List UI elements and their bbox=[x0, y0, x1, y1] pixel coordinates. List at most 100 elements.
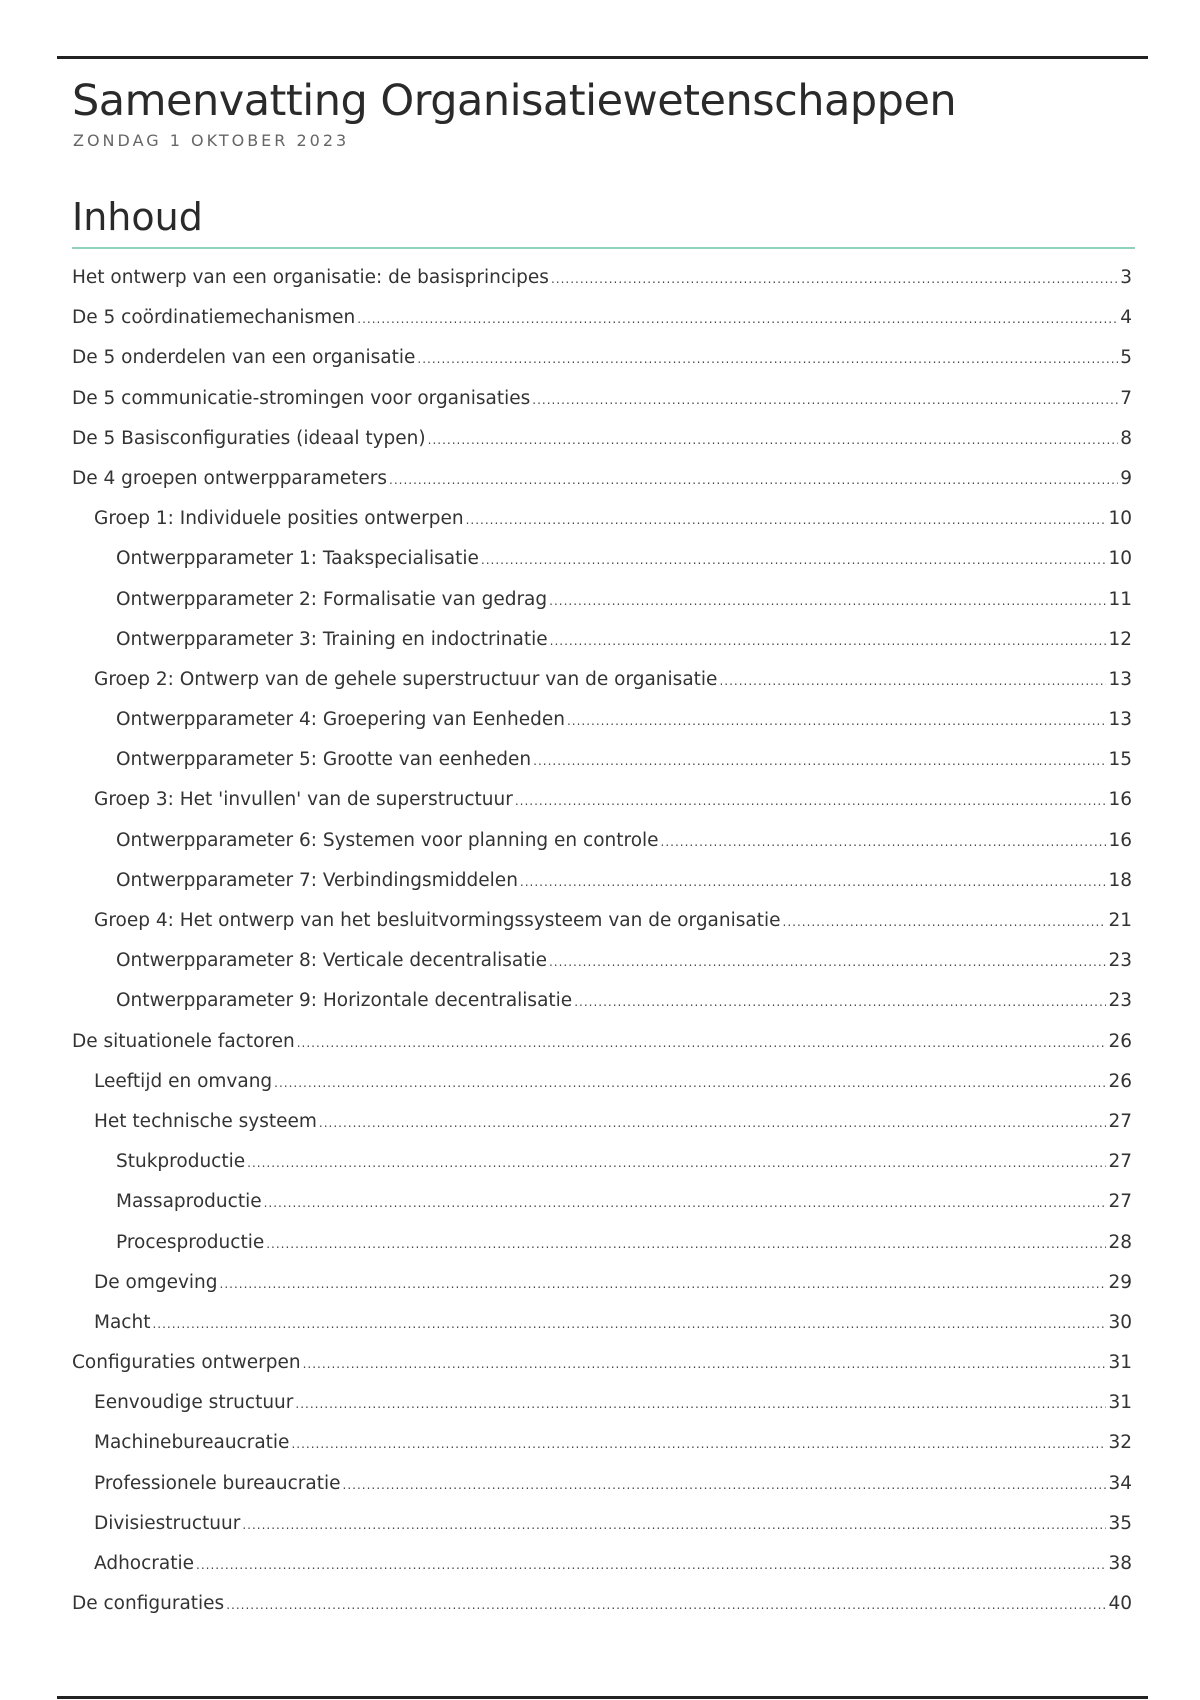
toc-entry-label[interactable]: De 5 coördinatiemechanismen bbox=[72, 307, 356, 329]
toc-entry[interactable]: Eenvoudige structuur 31 bbox=[72, 1383, 1132, 1423]
toc-entry[interactable]: De 5 communicatie-stromingen voor organi… bbox=[72, 379, 1132, 419]
toc-entry[interactable]: Leeftijd en omvang 26 bbox=[72, 1062, 1132, 1102]
toc-entry-page[interactable]: 28 bbox=[1108, 1231, 1132, 1253]
toc-entry-page[interactable]: 9 bbox=[1120, 467, 1132, 489]
toc-entry-page[interactable]: 3 bbox=[1120, 267, 1132, 288]
toc-entry-label[interactable]: Macht bbox=[94, 1311, 151, 1333]
toc-entry-page[interactable]: 15 bbox=[1108, 749, 1132, 771]
toc-entry-label[interactable]: Ontwerpparameter 3: Training en indoctri… bbox=[116, 628, 548, 650]
toc-entry-page[interactable]: 30 bbox=[1108, 1311, 1132, 1333]
toc-entry-label[interactable]: Groep 4: Het ontwerp van het besluitvorm… bbox=[94, 910, 781, 931]
toc-entry-page[interactable]: 8 bbox=[1120, 427, 1132, 449]
toc-entry-label[interactable]: Ontwerpparameter 1: Taakspecialisatie bbox=[116, 548, 479, 570]
toc-entry[interactable]: De configuraties 40 bbox=[72, 1584, 1132, 1624]
toc-entry-label[interactable]: Ontwerpparameter 6: Systemen voor planni… bbox=[116, 829, 659, 851]
toc-entry-label[interactable]: Eenvoudige structuur bbox=[94, 1392, 294, 1414]
toc-entry[interactable]: Configuraties ontwerpen 31 bbox=[72, 1343, 1132, 1383]
toc-entry-label[interactable]: Professionele bureaucratie bbox=[94, 1472, 341, 1494]
toc-entry[interactable]: Het technische systeem 27 bbox=[72, 1102, 1132, 1142]
toc-entry[interactable]: Ontwerpparameter 6: Systemen voor planni… bbox=[72, 821, 1132, 861]
toc-entry-page[interactable]: 38 bbox=[1108, 1553, 1132, 1574]
toc-entry[interactable]: De situationele factoren 26 bbox=[72, 1022, 1132, 1062]
toc-entry-page[interactable]: 4 bbox=[1120, 307, 1132, 329]
toc-entry[interactable]: Massaproductie 27 bbox=[72, 1182, 1132, 1222]
toc-entry[interactable]: De 4 groepen ontwerpparameters 9 bbox=[72, 459, 1132, 499]
toc-entry-page[interactable]: 18 bbox=[1108, 869, 1132, 891]
toc-entry-label[interactable]: Machinebureaucratie bbox=[94, 1432, 290, 1454]
toc-entry[interactable]: Groep 2: Ontwerp van de gehele superstru… bbox=[72, 660, 1132, 700]
toc-entry[interactable]: Het ontwerp van een organisatie: de basi… bbox=[72, 258, 1132, 298]
toc-entry-page[interactable]: 10 bbox=[1108, 548, 1132, 570]
toc-entry[interactable]: Ontwerpparameter 9: Horizontale decentra… bbox=[72, 981, 1132, 1021]
toc-entry-label[interactable]: De 4 groepen ontwerpparameters bbox=[72, 467, 387, 489]
toc-entry[interactable]: Procesproductie 28 bbox=[72, 1223, 1132, 1263]
toc-entry-label[interactable]: Groep 3: Het 'invullen' van de superstru… bbox=[94, 789, 513, 811]
toc-entry-page[interactable]: 13 bbox=[1108, 709, 1132, 731]
toc-entry-page[interactable]: 16 bbox=[1108, 829, 1132, 851]
toc-entry-label[interactable]: Ontwerpparameter 5: Grootte van eenheden bbox=[116, 749, 532, 771]
toc-entry-label[interactable]: Ontwerpparameter 7: Verbindingsmiddelen bbox=[116, 869, 518, 891]
toc-entry-page[interactable]: 40 bbox=[1108, 1593, 1132, 1615]
toc-entry-label[interactable]: Ontwerpparameter 2: Formalisatie van ged… bbox=[116, 588, 548, 610]
toc-entry-label[interactable]: Het technische systeem bbox=[94, 1110, 317, 1132]
toc-entry-page[interactable]: 26 bbox=[1108, 1070, 1132, 1092]
toc-entry[interactable]: De 5 onderdelen van een organisatie 5 bbox=[72, 338, 1132, 378]
toc-entry[interactable]: Groep 4: Het ontwerp van het besluitvorm… bbox=[72, 901, 1132, 941]
toc-entry-page[interactable]: 34 bbox=[1108, 1472, 1132, 1494]
toc-entry-label[interactable]: De omgeving bbox=[94, 1271, 218, 1293]
toc-entry-page[interactable]: 26 bbox=[1108, 1030, 1132, 1052]
toc-entry[interactable]: Ontwerpparameter 1: Taakspecialisatie 10 bbox=[72, 539, 1132, 579]
toc-entry[interactable]: Macht 30 bbox=[72, 1303, 1132, 1343]
toc-entry[interactable]: De omgeving 29 bbox=[72, 1263, 1132, 1303]
toc-entry-page[interactable]: 11 bbox=[1108, 588, 1132, 610]
toc-entry-label[interactable]: Leeftijd en omvang bbox=[94, 1070, 273, 1092]
toc-entry[interactable]: Divisiestructuur 35 bbox=[72, 1504, 1132, 1544]
toc-entry-label[interactable]: De configuraties bbox=[72, 1593, 225, 1615]
toc-entry[interactable]: Ontwerpparameter 5: Grootte van eenheden… bbox=[72, 740, 1132, 780]
toc-entry-label[interactable]: Procesproductie bbox=[116, 1231, 265, 1253]
toc-entry-page[interactable]: 35 bbox=[1108, 1512, 1132, 1534]
toc-entry[interactable]: Machinebureaucratie 32 bbox=[72, 1423, 1132, 1463]
toc-entry-label[interactable]: De 5 onderdelen van een organisatie bbox=[72, 347, 416, 369]
toc-entry-label[interactable]: Het ontwerp van een organisatie: de basi… bbox=[72, 267, 549, 288]
toc-entry[interactable]: Ontwerpparameter 7: Verbindingsmiddelen 1… bbox=[72, 861, 1132, 901]
toc-entry-page[interactable]: 31 bbox=[1108, 1352, 1132, 1374]
toc-entry-page[interactable]: 12 bbox=[1108, 628, 1132, 650]
toc-entry-label[interactable]: Stukproductie bbox=[116, 1151, 246, 1173]
toc-entry-label[interactable]: De situationele factoren bbox=[72, 1030, 295, 1052]
toc-entry-label[interactable]: Groep 2: Ontwerp van de gehele superstru… bbox=[94, 668, 718, 690]
toc-entry-page[interactable]: 31 bbox=[1108, 1392, 1132, 1414]
toc-entry[interactable]: De 5 coördinatiemechanismen 4 bbox=[72, 298, 1132, 338]
toc-entry-label[interactable]: Massaproductie bbox=[116, 1191, 262, 1213]
toc-entry[interactable]: Ontwerpparameter 3: Training en indoctri… bbox=[72, 620, 1132, 660]
toc-entry[interactable]: De 5 Basisconfiguraties (ideaal typen) 8 bbox=[72, 419, 1132, 459]
toc-entry-label[interactable]: De 5 Basisconfiguraties (ideaal typen) bbox=[72, 427, 426, 449]
toc-entry[interactable]: Groep 3: Het 'invullen' van de superstru… bbox=[72, 780, 1132, 820]
toc-entry-page[interactable]: 23 bbox=[1108, 990, 1132, 1012]
toc-entry[interactable]: Stukproductie 27 bbox=[72, 1142, 1132, 1182]
toc-entry[interactable]: Ontwerpparameter 8: Verticale decentrali… bbox=[72, 941, 1132, 981]
toc-entry[interactable]: Adhocratie 38 bbox=[72, 1544, 1132, 1584]
toc-entry-label[interactable]: Configuraties ontwerpen bbox=[72, 1352, 301, 1374]
toc-entry-page[interactable]: 29 bbox=[1108, 1271, 1132, 1293]
toc-entry[interactable]: Ontwerpparameter 2: Formalisatie van ged… bbox=[72, 580, 1132, 620]
toc-entry-label[interactable]: Ontwerpparameter 8: Verticale decentrali… bbox=[116, 950, 547, 972]
toc-entry-label[interactable]: Divisiestructuur bbox=[94, 1512, 241, 1534]
toc-entry-page[interactable]: 7 bbox=[1120, 387, 1132, 409]
toc-entry-label[interactable]: Groep 1: Individuele posities ontwerpen bbox=[94, 508, 464, 530]
toc-entry-label[interactable]: Ontwerpparameter 4: Groepering van Eenhe… bbox=[116, 709, 565, 731]
toc-entry[interactable]: Ontwerpparameter 4: Groepering van Eenhe… bbox=[72, 700, 1132, 740]
toc-entry-label[interactable]: De 5 communicatie-stromingen voor organi… bbox=[72, 387, 531, 409]
toc-entry-page[interactable]: 27 bbox=[1108, 1151, 1132, 1173]
toc-entry-page[interactable]: 23 bbox=[1108, 950, 1132, 972]
toc-entry-page[interactable]: 13 bbox=[1108, 668, 1132, 690]
toc-entry-page[interactable]: 5 bbox=[1120, 347, 1132, 369]
toc-entry-page[interactable]: 16 bbox=[1108, 789, 1132, 811]
toc-entry-page[interactable]: 27 bbox=[1108, 1110, 1132, 1132]
toc-entry-label[interactable]: Ontwerpparameter 9: Horizontale decentra… bbox=[116, 990, 573, 1012]
toc-entry-page[interactable]: 21 bbox=[1108, 910, 1132, 931]
toc-entry-page[interactable]: 32 bbox=[1108, 1432, 1132, 1454]
toc-entry-page[interactable]: 27 bbox=[1108, 1191, 1132, 1213]
toc-entry[interactable]: Professionele bureaucratie 34 bbox=[72, 1464, 1132, 1504]
toc-entry[interactable]: Groep 1: Individuele posities ontwerpen 1… bbox=[72, 499, 1132, 539]
